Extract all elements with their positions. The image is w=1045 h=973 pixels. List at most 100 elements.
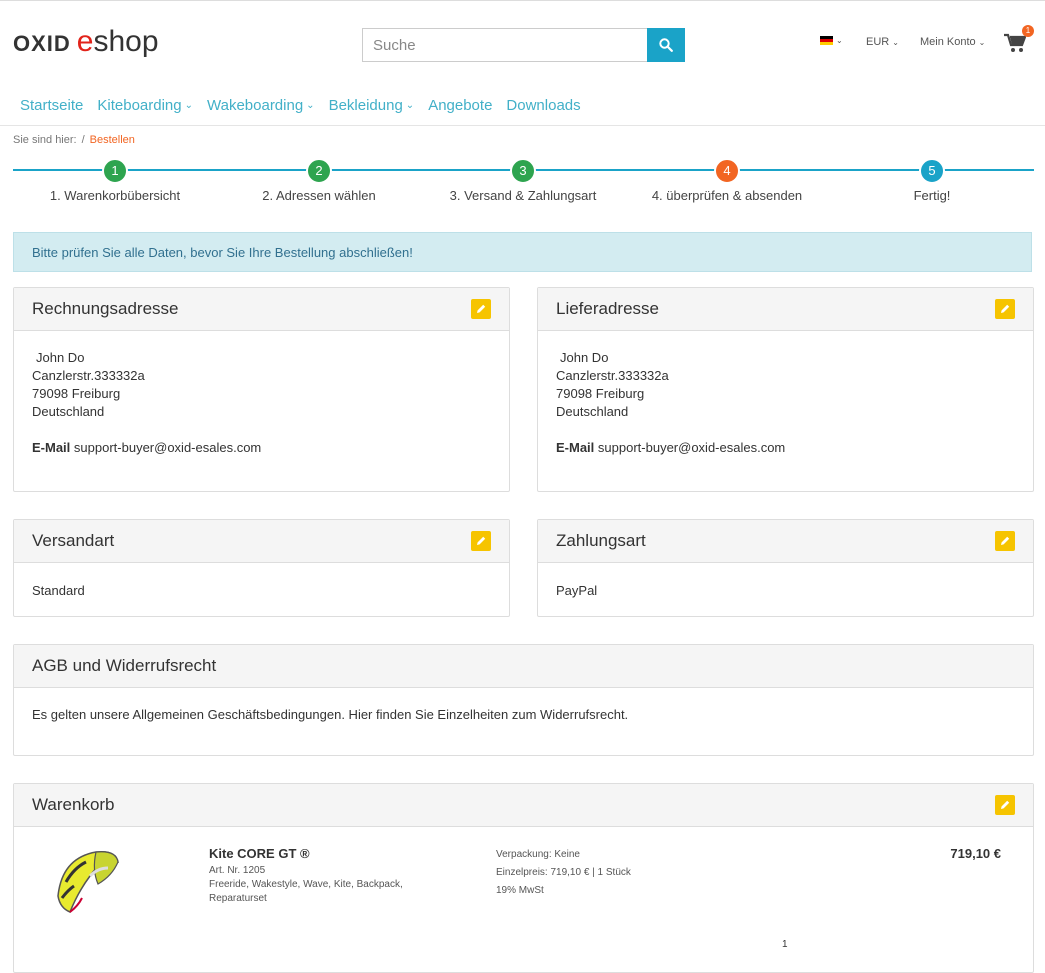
product-image[interactable] — [52, 846, 132, 916]
shipping-method-value: Standard — [32, 583, 85, 598]
panel-header: Versandart — [14, 520, 509, 563]
payment-method-panel: Zahlungsart PayPal — [537, 519, 1034, 617]
breadcrumb: Sie sind hier: / Bestellen — [13, 134, 135, 146]
chevron-down-icon: ⌄ — [836, 36, 843, 45]
step-label: 2. Adressen wählen — [262, 188, 376, 203]
product-name[interactable]: Kite CORE GT ® — [209, 846, 310, 861]
logo-shop-text: shop — [93, 25, 159, 58]
panel-header: Zahlungsart — [538, 520, 1033, 563]
pencil-icon — [1001, 800, 1010, 809]
panel-header: AGB und Widerrufsrecht — [14, 645, 1033, 688]
chevron-down-icon: ⌄ — [306, 100, 315, 111]
step-number: 5 — [919, 158, 945, 184]
edit-billing-button[interactable] — [471, 299, 491, 319]
pencil-icon — [1001, 536, 1010, 545]
search-icon — [659, 38, 673, 52]
cart-button[interactable] — [1004, 33, 1027, 53]
breadcrumb-current[interactable]: Bestellen — [89, 134, 135, 146]
shop-logo[interactable]: OXID e shop — [13, 27, 159, 57]
nav-startseite[interactable]: Startseite — [20, 97, 83, 114]
panel-title: Lieferadresse — [556, 299, 660, 318]
chevron-down-icon: ⌄ — [892, 37, 899, 47]
search-button[interactable] — [647, 28, 685, 62]
billing-name: John Do — [36, 350, 85, 365]
panel-body: John Do Canzlerstr.333332a 79098 Freibur… — [14, 331, 509, 473]
step-number: 2 — [306, 158, 332, 184]
logo-oxid-text: OXID — [13, 31, 71, 56]
email-label: E-Mail — [32, 440, 71, 455]
delivery-city: 79098 Freiburg — [556, 386, 645, 401]
step-label: Fertig! — [913, 188, 951, 203]
edit-delivery-button[interactable] — [995, 299, 1015, 319]
pencil-icon — [1001, 304, 1010, 313]
delivery-name: John Do — [560, 350, 609, 365]
panel-title: Warenkorb — [32, 795, 115, 814]
product-vat: 19% MwSt — [496, 885, 544, 896]
edit-shipping-button[interactable] — [471, 531, 491, 551]
main-nav: Startseite Kiteboarding ⌄ Wakeboarding ⌄ B… — [20, 97, 581, 114]
billing-email-row: E-Mail support-buyer@oxid-esales.com — [32, 439, 491, 457]
kite-icon — [57, 850, 119, 913]
product-quantity: 1 — [782, 939, 788, 950]
panel-header: Lieferadresse — [538, 288, 1033, 331]
german-flag-icon — [820, 36, 833, 45]
nav-wakeboarding[interactable]: Wakeboarding ⌄ — [207, 97, 315, 114]
checkout-step-1[interactable]: 1 1. Warenkorbübersicht — [15, 158, 215, 203]
billing-email: support-buyer@oxid-esales.com — [73, 440, 262, 455]
step-number: 3 — [510, 158, 536, 184]
step-label: 1. Warenkorbübersicht — [49, 188, 181, 203]
panel-body: John Do Canzlerstr.333332a 79098 Freibur… — [538, 331, 1033, 473]
nav-label: Wakeboarding — [207, 97, 304, 114]
payment-method-value: PayPal — [556, 583, 598, 598]
pencil-icon — [477, 304, 486, 313]
terms-panel: AGB und Widerrufsrecht Es gelten unsere … — [13, 644, 1034, 756]
breadcrumb-separator: / — [81, 134, 85, 146]
basket-panel: Warenkorb Kite CORE GT ® Art. Nr. 1205 F… — [13, 783, 1034, 973]
breadcrumb-prefix: Sie sind hier: — [13, 134, 77, 146]
product-packaging: Verpackung: Keine — [496, 849, 580, 860]
currency-label: EUR — [866, 36, 890, 48]
checkout-step-2[interactable]: 2 2. Adressen wählen — [219, 158, 419, 203]
nav-label: Angebote — [428, 97, 493, 114]
chevron-down-icon: ⌄ — [978, 37, 986, 47]
nav-kiteboarding[interactable]: Kiteboarding ⌄ — [97, 97, 193, 114]
panel-body: Es gelten unsere Allgemeinen Geschäftsbe… — [14, 688, 1033, 740]
billing-country: Deutschland — [32, 404, 105, 419]
panel-header: Rechnungsadresse — [14, 288, 509, 331]
billing-street: Canzlerstr.333332a — [32, 368, 145, 383]
terms-text[interactable]: Es gelten unsere Allgemeinen Geschäftsbe… — [32, 707, 629, 722]
product-meta: Art. Nr. 1205 Freeride, Wakestyle, Wave,… — [209, 864, 429, 906]
edit-payment-button[interactable] — [995, 531, 1015, 551]
checkout-step-4: 4 4. überprüfen & absenden — [627, 158, 827, 203]
product-price: 719,10 € — [950, 846, 1001, 861]
panel-body: PayPal — [538, 563, 1033, 616]
product-art-nr: Art. Nr. 1205 — [209, 865, 266, 876]
product-unit-price: Einzelpreis: 719,10 € | 1 Stück — [496, 867, 631, 878]
search-input[interactable] — [362, 28, 658, 62]
panel-title: Versandart — [32, 531, 115, 550]
checkout-step-3[interactable]: 3 3. Versand & Zahlungsart — [423, 158, 623, 203]
chevron-down-icon: ⌄ — [184, 100, 193, 111]
edit-basket-button[interactable] — [995, 795, 1015, 815]
shopping-cart-icon — [1004, 33, 1027, 52]
nav-angebote[interactable]: Angebote — [428, 97, 492, 114]
language-select[interactable]: ⌄ — [820, 36, 843, 45]
nav-bekleidung[interactable]: Bekleidung ⌄ — [329, 97, 415, 114]
pencil-icon — [477, 536, 486, 545]
panel-title: AGB und Widerrufsrecht — [32, 656, 217, 675]
account-label: Mein Konto — [920, 36, 976, 48]
nav-label: Kiteboarding — [97, 97, 182, 114]
nav-downloads[interactable]: Downloads — [506, 97, 580, 114]
checkout-step-5: 5 Fertig! — [832, 158, 1032, 203]
nav-divider — [0, 125, 1045, 126]
product-tags: Freeride, Wakestyle, Wave, Kite, Backpac… — [209, 879, 403, 904]
product-info: Verpackung: Keine Einzelpreis: 719,10 € … — [496, 846, 631, 900]
delivery-street: Canzlerstr.333332a — [556, 368, 669, 383]
account-menu[interactable]: Mein Konto ⌄ — [920, 36, 985, 48]
step-number: 1 — [102, 158, 128, 184]
alert-text: Bitte prüfen Sie alle Daten, bevor Sie I… — [32, 245, 413, 260]
currency-select[interactable]: EUR ⌄ — [866, 36, 899, 48]
email-label: E-Mail — [556, 440, 595, 455]
step-label: 4. überprüfen & absenden — [651, 188, 803, 203]
top-border — [0, 0, 1045, 1]
